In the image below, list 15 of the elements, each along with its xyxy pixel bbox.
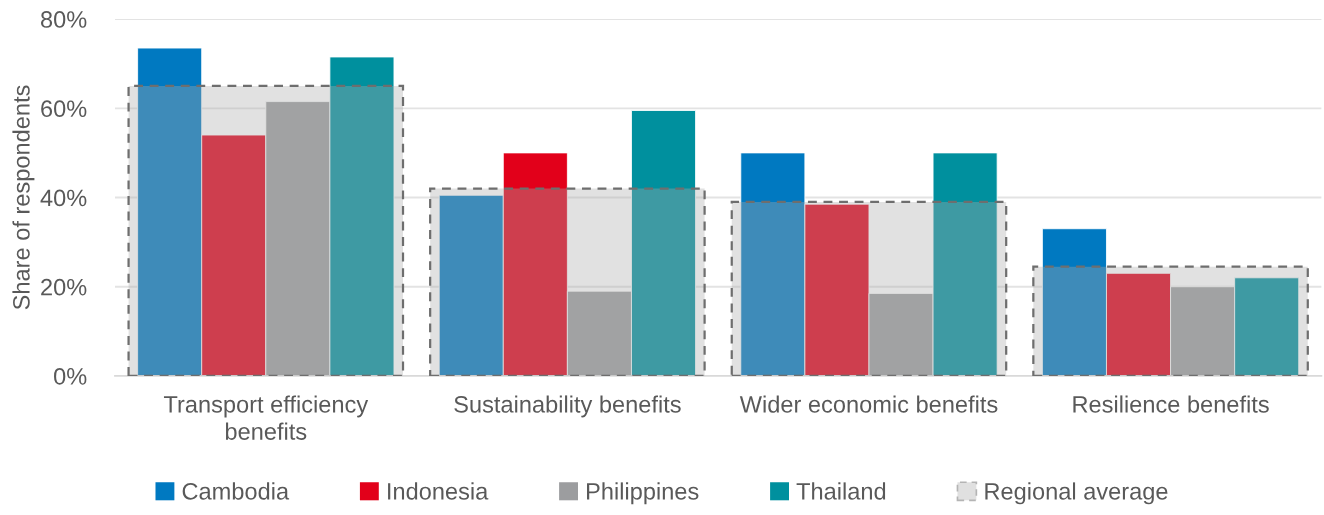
legend-label: Indonesia xyxy=(388,482,489,500)
y-tick-label: 60% xyxy=(41,100,87,118)
x-tick-label: Resilience benefits xyxy=(1073,395,1269,413)
y-axis-title: Share of respondents xyxy=(12,85,35,310)
x-tick-label: Wider economic benefits xyxy=(739,395,998,413)
y-tick-label: 40% xyxy=(40,189,87,207)
y-tick-label: 0% xyxy=(54,368,87,385)
y-tick-label: 80% xyxy=(40,11,87,28)
legend-label: Regional average xyxy=(985,482,1168,505)
legend-label: Cambodia xyxy=(182,482,290,500)
legend-label: Thailand xyxy=(796,482,886,500)
x-tick-label: Sustainability benefits xyxy=(454,395,681,418)
y-tick-label: 20% xyxy=(41,278,87,296)
legend-label: Philippines xyxy=(587,482,699,505)
x-tick-label: Transport efficiency benefits xyxy=(163,395,369,440)
